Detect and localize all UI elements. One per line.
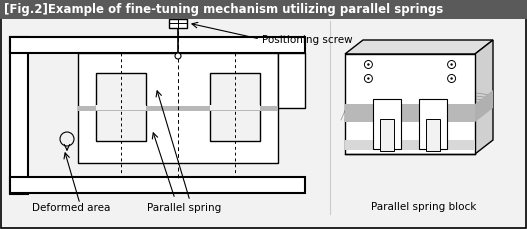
Bar (78, 106, 278, 112)
Polygon shape (345, 41, 493, 55)
Text: Parallel spring block: Parallel spring block (372, 201, 477, 211)
Bar (345, 55, 475, 154)
Text: Deformed area: Deformed area (32, 202, 110, 212)
Text: [Fig.2]Example of fine-tuning mechanism utilizing parallel springs: [Fig.2]Example of fine-tuning mechanism … (4, 3, 443, 16)
Bar (78, 54, 278, 109)
Circle shape (367, 78, 369, 80)
Bar (96, 106, 146, 141)
Bar (426, 120, 440, 151)
Bar (380, 120, 394, 151)
Bar (96, 106, 146, 109)
Polygon shape (475, 91, 493, 123)
Circle shape (175, 54, 181, 60)
Bar (210, 108, 260, 111)
Bar (96, 74, 146, 111)
Text: Parallel spring: Parallel spring (147, 202, 221, 212)
Bar (210, 74, 260, 111)
Bar (345, 140, 475, 150)
Bar (10, 38, 28, 194)
Bar (373, 100, 401, 149)
Circle shape (367, 64, 369, 66)
Bar (0, 0, 527, 20)
Circle shape (451, 78, 453, 80)
Text: Positioning screw: Positioning screw (262, 35, 353, 45)
Bar (210, 106, 260, 141)
Bar (96, 108, 146, 111)
Bar (78, 109, 278, 163)
Bar (10, 177, 305, 193)
Bar (210, 106, 260, 109)
Bar (345, 105, 475, 123)
Bar (10, 38, 305, 54)
Bar (278, 54, 305, 109)
Polygon shape (475, 41, 493, 154)
Bar (419, 100, 447, 149)
Circle shape (451, 64, 453, 66)
Bar (169, 20, 187, 29)
